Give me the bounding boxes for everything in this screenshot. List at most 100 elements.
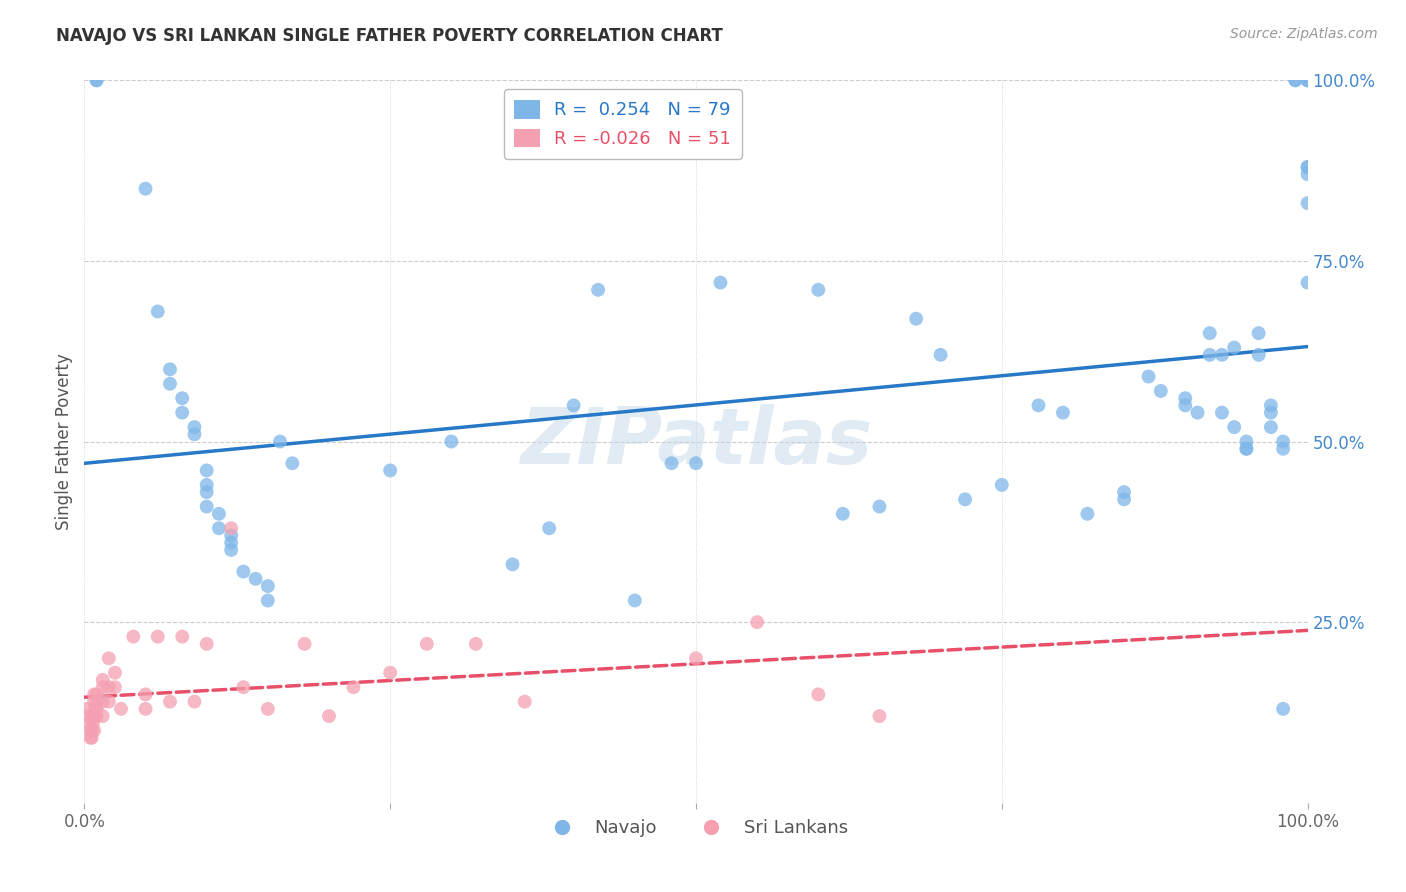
Point bbox=[77, 709, 100, 723]
Point bbox=[586, 283, 609, 297]
Point bbox=[91, 695, 114, 709]
Point bbox=[342, 680, 364, 694]
Point bbox=[1174, 398, 1197, 412]
Point bbox=[257, 579, 280, 593]
Point bbox=[84, 709, 107, 723]
Point bbox=[905, 311, 928, 326]
Point bbox=[82, 716, 104, 731]
Y-axis label: Single Father Poverty: Single Father Poverty bbox=[55, 353, 73, 530]
Point bbox=[513, 695, 536, 709]
Point bbox=[195, 478, 218, 492]
Point bbox=[807, 283, 830, 297]
Point bbox=[1150, 384, 1173, 398]
Point bbox=[159, 362, 181, 376]
Point bbox=[685, 651, 707, 665]
Point bbox=[1174, 391, 1197, 405]
Point bbox=[79, 723, 101, 738]
Legend: Navajo, Sri Lankans: Navajo, Sri Lankans bbox=[537, 812, 855, 845]
Point bbox=[86, 687, 108, 701]
Point bbox=[195, 500, 218, 514]
Point bbox=[82, 709, 104, 723]
Point bbox=[257, 593, 280, 607]
Point bbox=[1296, 73, 1319, 87]
Point bbox=[281, 456, 304, 470]
Point bbox=[86, 73, 108, 87]
Point bbox=[929, 348, 952, 362]
Point bbox=[1236, 442, 1258, 456]
Point bbox=[135, 702, 157, 716]
Point bbox=[416, 637, 439, 651]
Point bbox=[1114, 492, 1136, 507]
Point bbox=[86, 695, 108, 709]
Point bbox=[104, 665, 127, 680]
Point bbox=[104, 680, 127, 694]
Point bbox=[1260, 420, 1282, 434]
Point bbox=[83, 723, 105, 738]
Point bbox=[269, 434, 291, 449]
Point bbox=[1137, 369, 1160, 384]
Point bbox=[83, 709, 105, 723]
Point bbox=[110, 702, 132, 716]
Point bbox=[464, 637, 486, 651]
Point bbox=[79, 731, 101, 745]
Point bbox=[624, 593, 647, 607]
Point bbox=[1272, 442, 1295, 456]
Point bbox=[1296, 196, 1319, 211]
Point bbox=[831, 507, 853, 521]
Point bbox=[1236, 434, 1258, 449]
Point bbox=[1260, 406, 1282, 420]
Point bbox=[1198, 348, 1220, 362]
Point bbox=[232, 565, 254, 579]
Point bbox=[562, 398, 585, 412]
Point bbox=[183, 695, 205, 709]
Point bbox=[953, 492, 976, 507]
Point bbox=[159, 695, 181, 709]
Point bbox=[1296, 73, 1319, 87]
Point bbox=[380, 463, 402, 477]
Point bbox=[159, 376, 181, 391]
Point bbox=[1284, 73, 1306, 87]
Point bbox=[685, 456, 707, 470]
Point bbox=[1236, 442, 1258, 456]
Point bbox=[440, 434, 463, 449]
Text: Source: ZipAtlas.com: Source: ZipAtlas.com bbox=[1230, 27, 1378, 41]
Point bbox=[208, 521, 231, 535]
Point bbox=[219, 521, 242, 535]
Point bbox=[91, 673, 114, 687]
Point bbox=[1114, 485, 1136, 500]
Point bbox=[76, 702, 98, 716]
Point bbox=[502, 558, 524, 572]
Point bbox=[245, 572, 267, 586]
Point bbox=[84, 702, 107, 716]
Point bbox=[1076, 507, 1098, 521]
Point bbox=[183, 427, 205, 442]
Point bbox=[1223, 341, 1246, 355]
Point bbox=[91, 680, 114, 694]
Point bbox=[77, 716, 100, 731]
Point bbox=[1284, 73, 1306, 87]
Point bbox=[1247, 326, 1270, 340]
Point bbox=[257, 702, 280, 716]
Point bbox=[122, 630, 145, 644]
Point bbox=[991, 478, 1014, 492]
Point bbox=[83, 687, 105, 701]
Point bbox=[146, 304, 169, 318]
Point bbox=[86, 709, 108, 723]
Point bbox=[538, 521, 561, 535]
Point bbox=[1211, 406, 1233, 420]
Point bbox=[1296, 160, 1319, 174]
Point bbox=[1198, 326, 1220, 340]
Point bbox=[1272, 434, 1295, 449]
Point bbox=[1187, 406, 1209, 420]
Point bbox=[86, 73, 108, 87]
Point bbox=[380, 665, 402, 680]
Point bbox=[146, 630, 169, 644]
Point bbox=[1260, 398, 1282, 412]
Point bbox=[172, 406, 194, 420]
Point bbox=[1272, 702, 1295, 716]
Point bbox=[80, 723, 103, 738]
Point bbox=[1296, 160, 1319, 174]
Point bbox=[869, 709, 891, 723]
Point bbox=[195, 463, 218, 477]
Point bbox=[1211, 348, 1233, 362]
